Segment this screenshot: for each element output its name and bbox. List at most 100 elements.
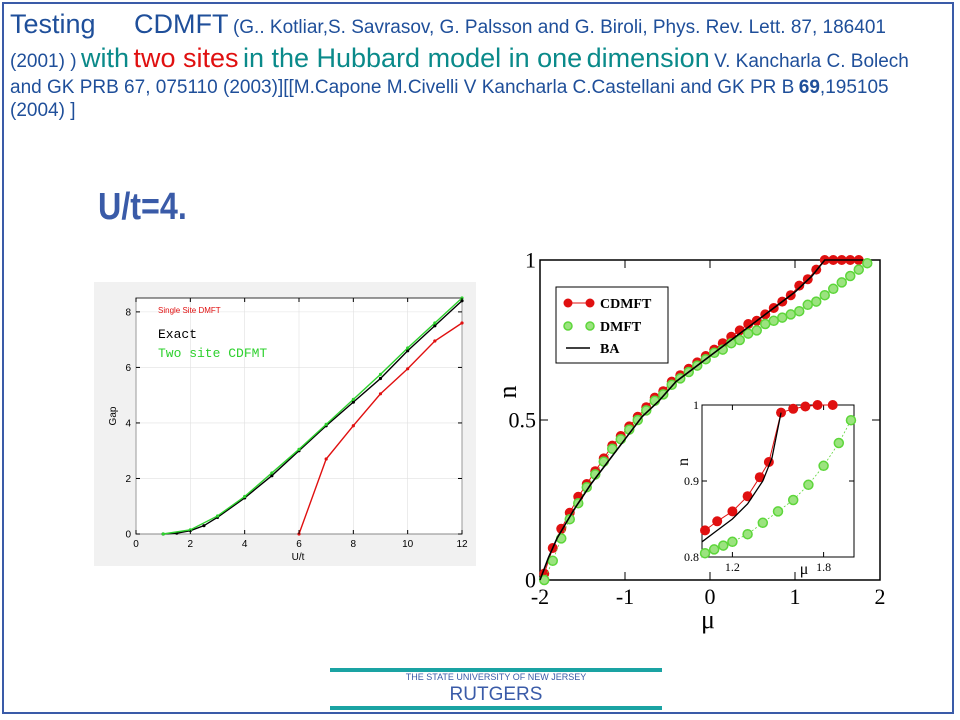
dmft-point	[708, 544, 720, 555]
cdmft-point	[700, 525, 711, 536]
two-site-cdfmt-point	[215, 514, 220, 518]
single-site-dmft-point	[378, 392, 383, 396]
header-volume: 69	[798, 76, 820, 98]
footer-rutgers: RUTGERS	[449, 684, 543, 705]
dmft-point	[802, 299, 813, 311]
x-tick-label: 1	[790, 584, 801, 609]
density-y-label: n	[493, 386, 522, 399]
exact-point	[351, 400, 355, 404]
dmft-point	[819, 289, 830, 301]
x-tick-label: 4	[242, 539, 248, 550]
footer-rule-bottom	[330, 706, 662, 710]
x-tick-label: 2	[875, 584, 886, 609]
two-site-cdfmt-point	[161, 532, 165, 536]
dmft-point	[615, 433, 626, 445]
cdmft-point	[827, 400, 838, 410]
cdmft-point	[742, 491, 753, 502]
legend-dmft: DMFT	[600, 320, 642, 335]
dmft-point	[760, 318, 771, 330]
ba-line	[701, 412, 782, 543]
header-two-sites: two sites	[133, 42, 239, 73]
two-site-cdfmt-point	[243, 494, 247, 499]
header-hubbard: in the Hubbard model in one	[242, 42, 583, 73]
legend-dmft-marker-2	[585, 321, 595, 331]
gap-chart: 0 2 4 6 8 10 12 0 2 4 6 8 Single Site DMFT Exact Tw…	[94, 282, 476, 566]
dmft-point	[845, 270, 856, 282]
exact-point	[378, 376, 383, 381]
dmft-point	[751, 325, 762, 336]
two-site-cdfmt-point	[378, 372, 383, 376]
exact-line	[163, 300, 463, 535]
dmft-point	[699, 547, 711, 559]
rutgers-footer: THE STATE UNIVERSITY OF NEW JERSEY RUTGE…	[330, 668, 662, 712]
gap-chart-title: Single Site DMFT	[158, 306, 221, 315]
footer-university: THE STATE UNIVERSITY OF NEW JERSEY	[405, 672, 587, 682]
footer-rule-top	[330, 668, 662, 672]
y-tick-label: 2	[125, 474, 131, 485]
dmft-point	[853, 264, 864, 275]
dmft-point	[818, 460, 829, 472]
y-tick-label: 0.5	[509, 408, 537, 433]
cdmft-point	[800, 401, 811, 412]
x-tick-label: 6	[296, 539, 302, 550]
exact-point	[406, 349, 410, 353]
dmft-point	[862, 257, 873, 269]
cdmft-point	[727, 506, 738, 517]
two-site-cdfmt-point	[270, 471, 274, 475]
x-tick-label: -1	[616, 584, 634, 609]
two-site-cdfmt-point	[324, 422, 328, 426]
exact-point	[202, 524, 206, 528]
density-chart: -2 -1 0 1 2 0 0.5 1 CDMFT DMFT BA n μ 1.2 1.8 0.8…	[493, 250, 886, 634]
single-site-dmft-point	[406, 367, 410, 371]
x-tick-label: 12	[456, 539, 468, 550]
dmft-point	[768, 315, 779, 327]
dmft-point	[811, 296, 822, 307]
dmft-point	[742, 528, 753, 540]
inset-y-label: n	[675, 458, 692, 466]
legend-ba: BA	[600, 342, 620, 357]
dmft-point	[658, 389, 669, 400]
header-dimension: dimension	[586, 42, 710, 73]
u-over-t-title: U/t=4.	[98, 186, 187, 228]
x-tick-label: 0	[133, 539, 139, 550]
gap-y-label: Gap	[108, 406, 119, 425]
dmft-point	[794, 305, 805, 317]
single-site-dmft-point	[351, 424, 355, 428]
header-with: with	[80, 42, 129, 73]
dmft-point	[828, 283, 839, 295]
y-tick-label: 6	[125, 363, 131, 374]
legend-dmft-marker-1	[563, 321, 573, 331]
legend-cdmft: CDMFT	[600, 297, 652, 312]
dmft-point	[777, 312, 788, 323]
dmft-point	[666, 379, 677, 391]
density-x-label: μ	[701, 605, 715, 634]
exact-point	[270, 474, 274, 478]
dmft-point	[718, 540, 729, 551]
header-cdmft: CDMFT	[134, 9, 229, 39]
header-reference-2: V. Kancharla C. Bolech and GK PRB 67, 07…	[10, 50, 909, 98]
cdmft-point	[754, 472, 765, 483]
cdmft-point	[794, 280, 805, 291]
dmft-point	[539, 574, 550, 586]
x-tick-label: -2	[531, 584, 549, 609]
dmft-point	[785, 309, 796, 320]
single-site-dmft-point	[324, 457, 328, 461]
dmft-point	[757, 517, 769, 529]
cdmft-point	[734, 325, 745, 336]
dmft-point	[833, 437, 845, 449]
y-tick-label: 1	[525, 250, 536, 273]
y-tick-label: 0	[525, 568, 536, 593]
x-tick-label: 0	[705, 584, 716, 609]
two-site-cdfmt-point	[351, 397, 355, 401]
single-site-dmft-point	[433, 339, 437, 343]
x-tick-label: 1.2	[725, 560, 740, 574]
y-tick-label: 0.9	[684, 474, 699, 488]
dmft-point	[803, 479, 814, 491]
slide-header: Testing CDMFT (G.. Kotliar,S. Savrasov, …	[10, 8, 940, 123]
dmft-point	[845, 414, 857, 426]
dmft-point	[836, 277, 847, 288]
single-site-dmft-point	[460, 321, 464, 325]
gap-legend-exact: Exact	[158, 327, 197, 342]
dmft-point	[641, 405, 652, 416]
